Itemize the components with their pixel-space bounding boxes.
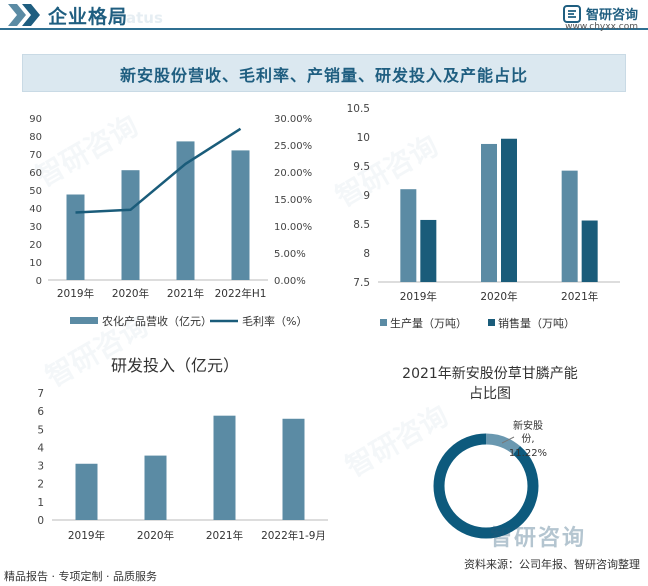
rnd-bar — [144, 455, 167, 520]
y2-tick-label: 0.00% — [274, 276, 306, 287]
revenue-bar — [66, 194, 85, 280]
rnd-chart: 研发投入（亿元） 0 1 2 3 4 5 6 7 2019年 2020年 2021年 2022年1-9月 — [37, 356, 328, 542]
x-tick-label: 2019年 — [400, 290, 437, 303]
chart-title: 研发投入（亿元） — [111, 356, 239, 375]
y-tick-label: 70 — [29, 150, 42, 161]
x-tick-label: 2020年 — [112, 287, 149, 300]
y-tick-label: 50 — [29, 186, 42, 197]
y-tick-label: 60 — [29, 168, 42, 179]
revenue-margin-chart: 0 10 20 30 40 50 60 70 80 90 0.00% 5.00% 10.00% 15.00… — [29, 114, 312, 328]
revenue-bar — [176, 141, 195, 280]
y-tick-label: 30 — [29, 222, 42, 233]
sales-bar — [420, 219, 437, 282]
y2-tick-label: 20.00% — [274, 168, 312, 179]
chevron-right-icon — [8, 4, 40, 26]
revenue-bar — [121, 170, 140, 280]
source-note: 资料来源：公司年报、智研咨询整理 — [464, 558, 640, 571]
brand-logo-icon — [562, 4, 581, 23]
rnd-bar — [75, 463, 98, 520]
chart-title-line2: 占比图 — [469, 386, 511, 402]
y-tick-label: 20 — [29, 240, 42, 251]
page-footer: 精品报告 · 专项定制 · 品质服务 资料来源：公司年报、智研咨询整理 — [0, 558, 648, 586]
y-tick-label: 10.5 — [347, 103, 370, 115]
rnd-bar — [213, 415, 236, 520]
x-tick-label: 2021年 — [206, 529, 243, 542]
y-tick-label: 6 — [37, 406, 44, 418]
slice-label-line1: 新安股 — [513, 419, 543, 432]
revenue-bar — [231, 150, 250, 280]
legend-label-production: 生产量（万吨） — [390, 316, 467, 330]
section-title: 新安股份营收、毛利率、产销量、研发投入及产能占比 — [119, 66, 528, 85]
x-tick-label: 2022年H1 — [215, 287, 267, 300]
brand-name: 智研咨询 — [585, 8, 638, 23]
footer-slogan: 精品报告 · 专项定制 · 品质服务 — [4, 570, 157, 583]
page-title: 企业格局 — [48, 6, 129, 28]
y-tick-label: 8 — [363, 248, 370, 260]
label-leader-line — [501, 436, 515, 444]
chart-title-line1: 2021年新安股份草甘膦产能 — [402, 366, 578, 382]
y-tick-label: 10 — [29, 258, 42, 269]
y2-tick-label: 5.00% — [274, 249, 306, 260]
x-tick-label: 2019年 — [57, 287, 94, 300]
section-banner: 新安股份营收、毛利率、产销量、研发投入及产能占比 — [22, 54, 626, 92]
y-tick-label: 0 — [36, 276, 42, 287]
y2-tick-label: 10.00% — [274, 222, 312, 233]
x-tick-label: 2019年 — [68, 529, 105, 542]
y-tick-label: 7.5 — [353, 277, 370, 289]
y-tick-label: 9 — [363, 190, 370, 202]
y-tick-label: 0 — [37, 515, 44, 527]
legend-swatch-production — [380, 319, 387, 326]
watermark-logo: 智研咨询 — [490, 526, 587, 551]
x-tick-label: 2021年 — [561, 290, 598, 303]
production-bar — [561, 170, 578, 282]
y-tick-label: 3 — [37, 461, 44, 473]
y-tick-label: 5 — [37, 424, 44, 436]
y-tick-label: 4 — [37, 442, 44, 454]
slice-label-line2: 份, — [521, 433, 534, 445]
y-tick-label: 80 — [29, 132, 42, 143]
legend-swatch-sales — [488, 319, 495, 326]
x-tick-label: 2020年 — [137, 529, 174, 542]
legend-label-sales: 销售量（万吨） — [498, 316, 575, 330]
y-tick-label: 9.5 — [353, 161, 370, 173]
y2-tick-label: 30.00% — [274, 114, 312, 125]
y2-tick-label: 25.00% — [274, 141, 312, 152]
legend-label-revenue: 农化产品营收（亿元） — [102, 314, 212, 328]
donut-slice — [433, 433, 539, 539]
y-tick-label: 90 — [29, 114, 42, 125]
production-bar — [481, 143, 497, 282]
x-tick-label: 2022年1-9月 — [261, 529, 326, 542]
brand: 智研咨询 www.chyxx.com — [562, 3, 638, 32]
header-bar — [0, 0, 648, 30]
y-tick-label: 1 — [37, 497, 44, 509]
sales-bar — [581, 220, 598, 282]
slice-label-line3: 11.22% — [509, 448, 547, 459]
legend-label-margin: 毛利率（%） — [242, 314, 307, 328]
y-tick-label: 2 — [37, 479, 44, 491]
header-ghost-text: Status — [108, 9, 163, 27]
rnd-bar — [282, 418, 305, 520]
x-tick-label: 2020年 — [480, 290, 517, 303]
legend-swatch-revenue — [70, 317, 98, 324]
y-tick-label: 40 — [29, 204, 42, 215]
y2-tick-label: 15.00% — [274, 195, 312, 206]
x-tick-label: 2021年 — [167, 287, 204, 300]
production-bar — [400, 189, 417, 282]
y-tick-label: 10 — [357, 132, 370, 144]
y-tick-label: 8.5 — [353, 219, 370, 231]
margin-line — [75, 127, 242, 214]
sales-bar — [501, 138, 517, 282]
y-tick-label: 7 — [37, 388, 44, 400]
page-header: Status 企业格局 智研咨询 www.chyxx.com — [0, 0, 648, 32]
brand-url: www.chyxx.com — [565, 22, 638, 32]
